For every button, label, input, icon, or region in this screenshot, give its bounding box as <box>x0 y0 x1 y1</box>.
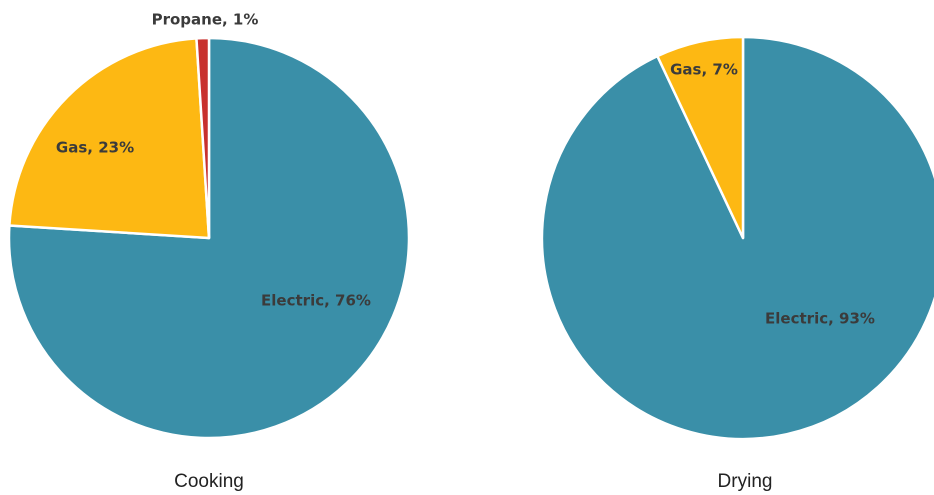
drying-label-gas: Gas, 7% <box>670 61 738 79</box>
cooking-pie: Electric, 76% Gas, 23% Propane, 1% <box>7 11 411 440</box>
drying-slice-electric <box>540 35 934 441</box>
drying-title: Drying <box>718 471 773 492</box>
cooking-slice-propane <box>195 36 211 240</box>
cooking-slice-gas <box>8 37 211 240</box>
cooking-label-electric: Electric, 76% <box>261 292 371 310</box>
cooking-label-gas: Gas, 23% <box>56 139 134 157</box>
drying-slice-gas <box>656 35 745 240</box>
cooking-slice-electric <box>7 36 411 440</box>
drying-label-electric: Electric, 93% <box>765 310 875 328</box>
cooking-label-propane: Propane, 1% <box>152 11 259 29</box>
drying-pie: Electric, 93% Gas, 7% <box>540 35 934 441</box>
cooking-title: Cooking <box>174 471 244 492</box>
